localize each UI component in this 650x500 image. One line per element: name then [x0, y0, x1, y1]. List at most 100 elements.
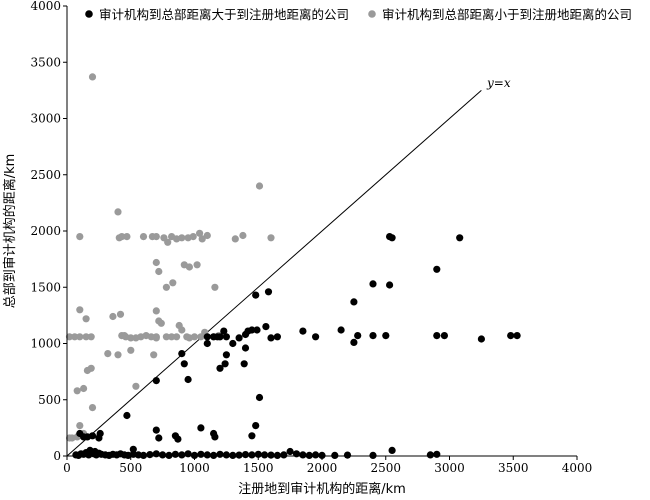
data-point-series-1 — [388, 234, 396, 242]
y-axis-ticks: 0 500 1000 1500 2000 2500 3000 3500 4000 — [30, 0, 67, 463]
data-point-series-2 — [88, 404, 97, 412]
plot-area — [65, 73, 521, 459]
data-point-series-2 — [267, 234, 275, 242]
data-point-series-1 — [210, 451, 218, 459]
data-point-series-2 — [178, 234, 186, 242]
data-point-series-2 — [185, 263, 193, 271]
data-point-series-1 — [255, 393, 264, 402]
reference-line-y-equals-x — [66, 90, 482, 457]
data-point-series-1 — [222, 451, 230, 459]
data-point-series-2 — [123, 233, 131, 241]
data-point-series-1 — [331, 451, 339, 459]
data-point-series-2 — [255, 182, 264, 190]
data-point-series-1 — [369, 332, 377, 340]
data-point-series-2 — [76, 422, 84, 430]
data-point-series-1 — [174, 435, 182, 443]
data-point-series-2 — [211, 283, 219, 291]
data-point-series-2 — [152, 307, 160, 315]
data-point-series-1 — [171, 450, 179, 458]
data-point-series-2 — [114, 208, 122, 216]
data-point-series-2 — [120, 332, 128, 340]
data-point-series-1 — [184, 375, 192, 384]
data-point-series-1 — [178, 451, 186, 459]
data-point-series-2 — [82, 315, 90, 323]
data-point-series-2 — [76, 306, 84, 314]
data-point-series-2 — [152, 258, 160, 267]
reference-line-label: y=x — [486, 76, 511, 90]
data-point-series-2 — [73, 387, 81, 395]
data-point-series-1 — [222, 351, 230, 359]
y-tick-label: 1000 — [30, 337, 61, 351]
legend-marker-series-2 — [368, 10, 376, 18]
data-point-series-1 — [229, 339, 237, 348]
y-tick-label: 2000 — [30, 224, 61, 238]
legend-marker-series-1 — [85, 10, 93, 18]
data-point-series-1 — [241, 451, 250, 459]
data-point-series-1 — [369, 451, 377, 459]
data-point-series-1 — [91, 447, 99, 456]
data-point-series-1 — [318, 451, 326, 459]
data-point-series-2 — [198, 235, 206, 243]
data-point-series-1 — [248, 326, 256, 334]
data-point-series-1 — [220, 327, 228, 335]
data-point-series-2 — [231, 235, 239, 243]
data-point-series-1 — [513, 332, 521, 340]
data-point-series-1 — [267, 451, 275, 459]
data-point-series-1 — [267, 334, 275, 342]
x-tick-label: 500 — [119, 461, 142, 475]
data-point-series-1 — [507, 332, 515, 340]
data-point-series-2 — [190, 333, 199, 341]
data-point-series-1 — [222, 333, 230, 341]
data-point-series-1 — [240, 360, 248, 368]
legend: 审计机构到总部距离大于到注册地距离的公司 审计机构到总部距离小于到注册地距离的公… — [85, 7, 632, 22]
data-point-series-1 — [299, 451, 307, 459]
data-point-series-1 — [235, 451, 243, 459]
legend-label-series-2: 审计机构到总部距离小于到注册地距离的公司 — [382, 7, 632, 22]
data-point-series-2 — [155, 267, 163, 276]
data-point-series-1 — [261, 451, 269, 459]
data-point-series-1 — [241, 344, 250, 352]
data-point-series-2 — [132, 382, 140, 390]
data-point-series-1 — [273, 451, 281, 459]
data-point-series-1 — [139, 451, 148, 459]
data-point-series-1 — [129, 445, 137, 453]
data-point-series-1 — [248, 432, 256, 440]
data-point-series-1 — [433, 450, 441, 458]
data-point-series-1 — [180, 360, 188, 368]
data-point-series-1 — [155, 434, 163, 442]
data-point-series-2 — [127, 334, 135, 342]
data-point-series-1 — [433, 265, 441, 273]
data-point-series-1 — [354, 332, 362, 340]
data-point-series-1 — [262, 323, 270, 331]
data-point-series-1 — [440, 332, 448, 340]
data-point-series-2 — [157, 319, 165, 327]
data-point-series-2 — [173, 333, 181, 341]
data-point-series-1 — [235, 334, 243, 342]
data-point-series-1 — [190, 451, 199, 459]
data-point-series-1 — [337, 326, 345, 334]
data-point-series-1 — [386, 281, 394, 289]
data-point-series-1 — [312, 333, 320, 341]
x-tick-label: 3000 — [434, 461, 465, 475]
data-point-series-1 — [203, 451, 211, 459]
y-tick-label: 4000 — [30, 0, 61, 13]
data-point-series-1 — [178, 350, 186, 358]
data-point-series-1 — [252, 291, 260, 299]
data-point-series-1 — [165, 451, 173, 459]
data-point-series-2 — [87, 364, 95, 372]
data-point-series-2 — [114, 351, 122, 359]
data-point-series-1 — [382, 332, 390, 340]
x-tick-label: 1500 — [243, 461, 274, 475]
data-point-series-2 — [118, 233, 126, 241]
data-point-series-2 — [88, 73, 97, 81]
data-point-series-2 — [150, 351, 158, 359]
x-axis-title: 注册地到审计机构的距离/km — [238, 481, 406, 497]
data-point-series-1 — [369, 280, 377, 288]
data-point-series-1 — [211, 433, 219, 441]
data-point-series-1 — [280, 451, 288, 459]
data-point-series-2 — [109, 312, 117, 321]
data-point-series-2 — [193, 261, 201, 269]
data-point-series-2 — [203, 231, 211, 240]
data-point-series-1 — [426, 451, 434, 459]
